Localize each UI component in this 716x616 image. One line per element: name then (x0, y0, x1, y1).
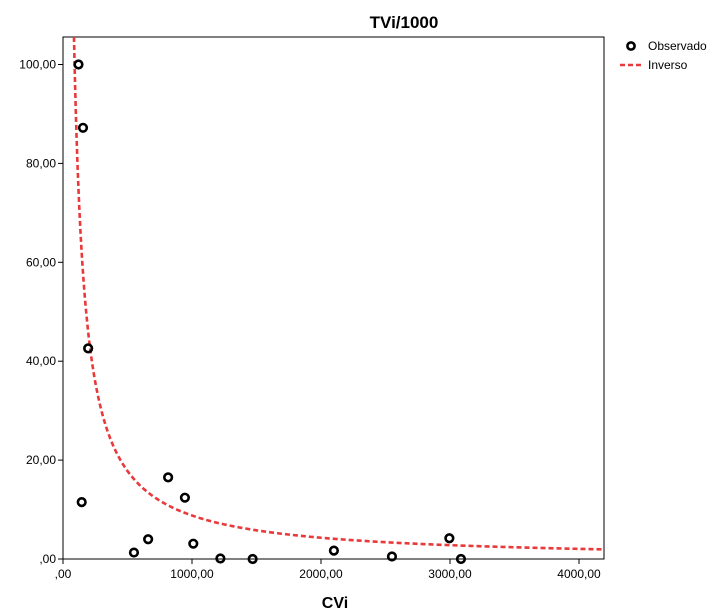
y-tick-label: 80,00 (26, 156, 56, 170)
chart-title: TVi/1000 (370, 13, 439, 32)
observado-point (73, 59, 84, 70)
y-tick-label: ,00 (39, 552, 56, 566)
observado-point (188, 538, 199, 549)
observado-point (444, 533, 455, 544)
legend-label-inverso: Inverso (648, 58, 688, 72)
observado-point (179, 492, 191, 503)
x-axis: ,00 1000,00 2000,00 3000,00 4000,00 (55, 559, 601, 581)
legend-item-inverso: Inverso (620, 58, 688, 72)
plot-area (62, 36, 605, 560)
legend-label-observado: Observado (648, 39, 707, 53)
observado-point (83, 343, 94, 354)
observado-point (143, 534, 154, 545)
observado-point (76, 497, 87, 508)
y-tick-label: 40,00 (26, 354, 56, 368)
observado-point (247, 553, 258, 565)
observado-point (215, 553, 226, 564)
y-axis: ,00 20,00 40,00 60,00 80,00 100,00 (19, 58, 63, 566)
observado-point (455, 553, 467, 565)
inverso-curve (72, 36, 605, 551)
legend-item-observado: Observado (626, 39, 707, 53)
y-tick-label: 60,00 (26, 255, 56, 269)
observado-point (328, 545, 340, 556)
legend: Observado Inverso (620, 39, 707, 72)
x-tick-label: 3000,00 (428, 567, 472, 581)
observado-point (386, 551, 398, 562)
x-tick-label: 1000,00 (170, 567, 214, 581)
legend-marker-observado (626, 41, 636, 51)
observado-point (77, 122, 89, 133)
y-tick-label: 20,00 (26, 453, 56, 467)
x-tick-label: 2000,00 (299, 567, 343, 581)
observado-point (163, 472, 174, 483)
observado-points-layer (73, 59, 467, 565)
x-tick-label: 4000,00 (557, 567, 601, 581)
observado-point (128, 547, 140, 558)
y-tick-label: 100,00 (19, 58, 56, 72)
x-tick-label: ,00 (55, 567, 72, 581)
inverso-curve-layer (72, 36, 605, 551)
x-axis-title: CVi (322, 595, 348, 612)
